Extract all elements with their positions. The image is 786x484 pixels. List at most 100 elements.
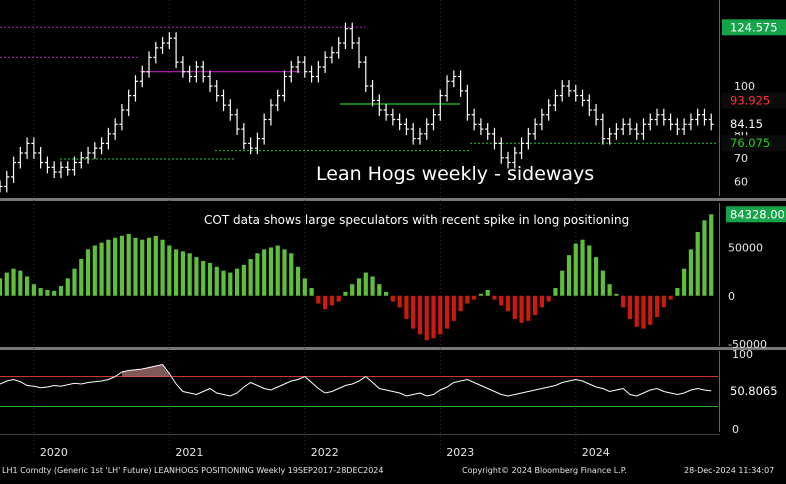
cot-bar [397,295,402,308]
cot-bar [560,270,565,296]
price-bar [383,103,389,121]
cot-bar [268,247,274,296]
rsi-overbought-fill [121,364,170,377]
cot-bar [621,295,626,308]
cot-bar [695,231,700,296]
cot-bar [526,295,531,321]
rsi-value-badge-label: 50.8065 [730,384,778,398]
cot-bar [228,272,233,296]
cot-bar [234,268,240,296]
price-bar [24,137,30,159]
cot-bar [654,295,660,318]
cot-bar [682,268,687,296]
price-bar [661,108,667,126]
cot-bar [641,295,646,329]
cot-bar [275,245,280,296]
cot-bar [214,266,219,296]
cot-bar [329,295,335,306]
price-bar [613,123,619,140]
cot-bar [174,249,179,296]
price-bar [160,37,166,54]
price-bar [254,132,260,155]
cot-bar [146,237,152,296]
cot-bar [133,237,138,296]
price-bar [464,84,470,121]
price-y-tick: 70 [734,152,748,165]
price-bar [566,80,572,97]
price-bar [126,89,132,116]
price-bar [78,151,84,169]
price-bar [627,118,633,136]
cot-bar [566,255,572,296]
price-bar [17,147,23,169]
cot-bar [363,272,368,296]
cot-bar [85,249,91,296]
price-bar [336,37,342,59]
price-badge [722,19,786,36]
rsi-y-tick: 100 [732,348,753,361]
cot-bar [58,286,64,296]
cot-bar [4,272,9,296]
footer-center: Copyright© 2024 Bloomberg Finance L.P. [462,466,627,475]
price-y-tick: 60 [734,176,748,189]
cot-value-badge-label: 84328.00 [730,207,785,221]
cot-bar [45,289,50,296]
price-bar [580,89,586,107]
footer-right: 28-Dec-2024 11:34:07 [684,466,775,475]
price-bar [437,89,443,121]
rsi-y-tick: 0 [732,423,739,436]
cot-bar [295,266,301,296]
cot-bar [52,290,57,296]
price-bar [647,113,653,131]
cot-bar [323,295,328,310]
cot-bar [167,245,172,296]
price-bar [708,113,714,131]
cot-bar [600,270,605,296]
price-bar [491,127,497,150]
price-bar [525,127,531,150]
rsi-value-badge [726,382,786,399]
price-bar [600,113,606,145]
cot-bar [18,270,23,296]
price-bar [187,65,193,83]
cot-bar [533,295,538,316]
cot-bar [417,295,423,335]
price-bar [112,118,118,140]
cot-y-tick: 0 [728,290,735,303]
cot-bar [113,237,118,296]
cot-bar [140,239,145,296]
price-bar [193,60,199,83]
cot-bar [390,295,395,302]
price-bar [607,127,613,145]
cot-bar [370,276,375,296]
cot-bar [614,293,619,296]
cot-bar [492,295,497,300]
price-bar [363,56,369,93]
price-bar [139,65,145,88]
cot-bar [72,268,77,296]
cot-bar [153,235,158,296]
price-bar [315,60,321,83]
price-bar [44,156,50,174]
price-bar [65,161,71,176]
price-badge [722,135,786,152]
price-bar [390,108,396,126]
rsi-line [0,363,712,397]
cot-bar [241,264,246,296]
price-bar [99,137,105,155]
price-bar [153,41,159,64]
price-bar [0,180,3,193]
price-bar [275,89,281,112]
price-bar [478,118,484,136]
price-bar [688,113,694,131]
price-bar [539,108,545,131]
price-bar [72,156,78,176]
price-bar [241,123,247,150]
cot-bar [546,295,551,302]
cot-bar [404,295,409,319]
cot-bar [607,284,612,296]
cot-bar [38,288,43,296]
price-bar [498,137,504,164]
price-bar [552,89,558,112]
